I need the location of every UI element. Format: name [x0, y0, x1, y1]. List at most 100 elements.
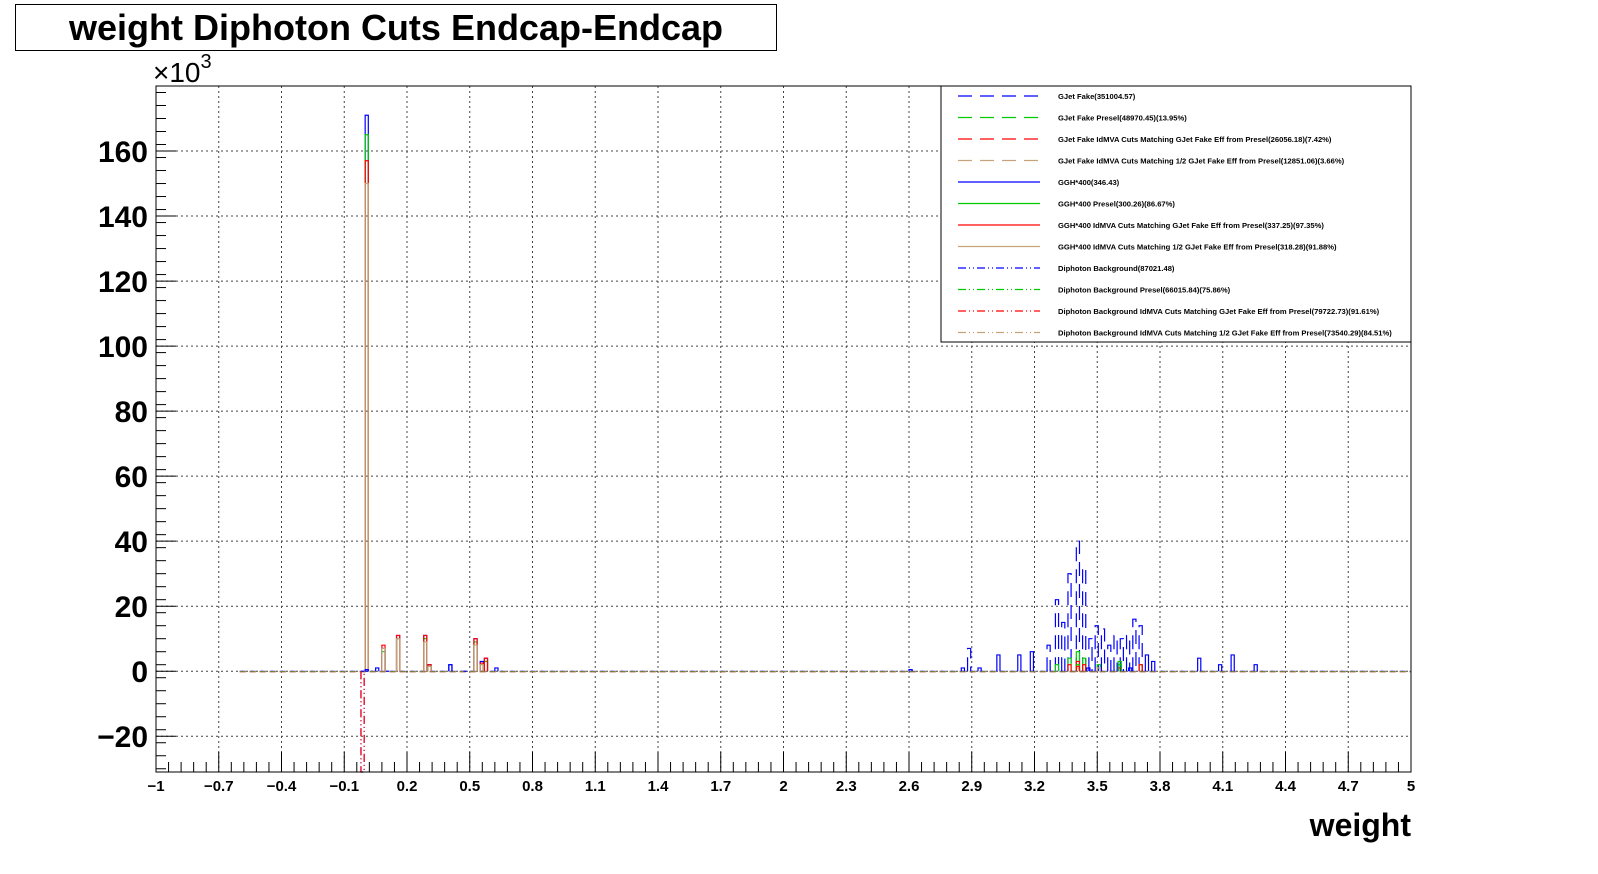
- y-tick-label: 120: [98, 266, 148, 299]
- histogram-bin: [1046, 644, 1051, 672]
- y-tick-label: 0: [131, 656, 148, 689]
- histogram-bin: [1088, 638, 1093, 672]
- histogram-bin: [1217, 664, 1223, 672]
- histogram-bin: [1017, 654, 1022, 672]
- histogram-bin: [1128, 667, 1133, 672]
- data-series: [239, 114, 1411, 773]
- histogram-bin: [1138, 664, 1143, 672]
- legend-entry-label: GGH*400 IdMVA Cuts Matching GJet Fake Ef…: [1058, 221, 1324, 230]
- histogram-bin: [1230, 654, 1235, 672]
- histogram-bin: [381, 647, 386, 672]
- histogram-bin: [1197, 657, 1202, 672]
- histogram-bin: [1113, 634, 1118, 672]
- histogram-bin: [423, 641, 428, 672]
- series-group: [360, 662, 1143, 773]
- y-multiplier-exponent: 3: [201, 51, 212, 73]
- x-tick-label: 4.1: [1212, 778, 1233, 795]
- series-group: [364, 160, 489, 672]
- histogram-bin: [996, 654, 1001, 672]
- y-tick-label: 60: [115, 461, 148, 494]
- histogram-bin: [1117, 664, 1122, 672]
- x-tick-label: −1: [147, 778, 164, 795]
- y-tick-label: 80: [115, 396, 148, 429]
- x-tick-label: 2: [779, 778, 787, 795]
- legend-entry-label: Diphoton Background(87021.48): [1058, 264, 1175, 273]
- histogram-bin: [960, 667, 966, 672]
- histogram-bin: [1144, 654, 1150, 672]
- x-tick-label: −0.1: [329, 778, 359, 795]
- histogram-bin: [1067, 664, 1072, 672]
- y-tick-label: 140: [98, 201, 148, 234]
- histogram-bin: [1138, 625, 1143, 672]
- y-tick-label: 160: [98, 136, 148, 169]
- histogram-bin: [966, 647, 972, 672]
- y-tick-label: 40: [115, 526, 148, 559]
- chart-title-box: weight Diphoton Cuts Endcap-Endcap: [15, 4, 777, 51]
- x-tick-label: 2.3: [836, 778, 857, 795]
- histogram-bin: [977, 667, 982, 672]
- legend-entry-label: GGH*400(346.43): [1058, 178, 1120, 187]
- legend-entry-label: GJet Fake Presel(48970.45)(13.95%): [1058, 114, 1187, 123]
- legend-box: [940, 85, 1412, 343]
- x-tick-label: 0.2: [397, 778, 418, 795]
- histogram-bin: [395, 638, 401, 672]
- x-tick-label: 3.2: [1024, 778, 1045, 795]
- series-group: [360, 660, 1133, 773]
- legend-entry-label: GGH*400 IdMVA Cuts Matching 1/2 GJet Fak…: [1058, 243, 1337, 252]
- legend-entry-label: Diphoton Background Presel(66015.84)(75.…: [1058, 286, 1231, 295]
- histogram-bin: [1054, 664, 1060, 672]
- histogram-bin: [483, 657, 489, 672]
- legend-entry-label: GJet Fake IdMVA Cuts Matching GJet Fake …: [1058, 135, 1332, 144]
- histogram-bin: [1086, 667, 1091, 672]
- histogram-bin: [1082, 566, 1087, 672]
- histogram-bin: [1100, 628, 1106, 672]
- x-tick-label: 2.9: [961, 778, 982, 795]
- histogram-bin: [1119, 638, 1124, 672]
- histogram-bin: [448, 664, 453, 672]
- series-group: [364, 182, 478, 672]
- histogram-bin: [375, 667, 380, 672]
- histogram-bin: [1125, 634, 1131, 672]
- x-axis-label: weight: [1309, 807, 1412, 843]
- x-tick-label: 1.1: [585, 778, 606, 795]
- series-group: [427, 664, 1101, 672]
- histogram-bin: [1067, 573, 1072, 672]
- x-tick-label: 5: [1407, 778, 1415, 795]
- histogram-bin: [1054, 599, 1060, 672]
- chart-title: weight Diphoton Cuts Endcap-Endcap: [69, 6, 723, 48]
- histogram-bin: [473, 644, 478, 672]
- legend-entry-label: Diphoton Background IdMVA Cuts Matching …: [1058, 307, 1380, 316]
- histogram-bin: [1107, 644, 1112, 672]
- x-axis: −1 −0.7 −0.4 −0.1 0.2 0.5 0.8 1.1 1.4 1.7 2 2.3 2.6 2…: [147, 752, 1415, 795]
- y-tick-label: 20: [115, 591, 148, 624]
- x-tick-label: 3.8: [1150, 778, 1171, 795]
- x-tick-label: 1.4: [648, 778, 670, 795]
- x-tick-label: 2.6: [899, 778, 920, 795]
- x-tick-label: 0.5: [459, 778, 480, 795]
- histogram-bin: [1096, 667, 1101, 672]
- x-tick-label: 4.4: [1275, 778, 1297, 795]
- x-tick-label: 0.8: [522, 778, 543, 795]
- histogram-bin: [360, 671, 365, 773]
- histogram-bin: [1094, 625, 1099, 672]
- y-tick-label: −20: [97, 721, 148, 754]
- legend: GJet Fake(351004.57) GJet Fake Presel(489…: [940, 85, 1412, 343]
- y-multiplier-label: ×103: [153, 51, 212, 88]
- y-axis: −20 0 20 40 60 80 100 120 140 160: [97, 92, 176, 770]
- histogram-bin: [1132, 618, 1137, 672]
- histogram-bin: [1061, 621, 1066, 672]
- series-group: [360, 540, 1258, 672]
- legend-entry-label: GGH*400 Presel(300.26)(86.67%): [1058, 200, 1175, 209]
- x-tick-label: −0.7: [204, 778, 234, 795]
- histogram-bin: [1075, 540, 1081, 672]
- histogram-bin: [427, 665, 432, 672]
- histogram-bin: [1029, 651, 1035, 672]
- series-group: [364, 114, 499, 672]
- y-tick-label: 100: [98, 331, 148, 364]
- histogram-bin: [479, 664, 484, 672]
- histogram-bin: [494, 667, 499, 672]
- legend-entry-label: Diphoton Background IdMVA Cuts Matching …: [1058, 329, 1392, 338]
- histogram-bin: [1151, 660, 1156, 672]
- legend-entry-label: GJet Fake(351004.57): [1058, 92, 1136, 101]
